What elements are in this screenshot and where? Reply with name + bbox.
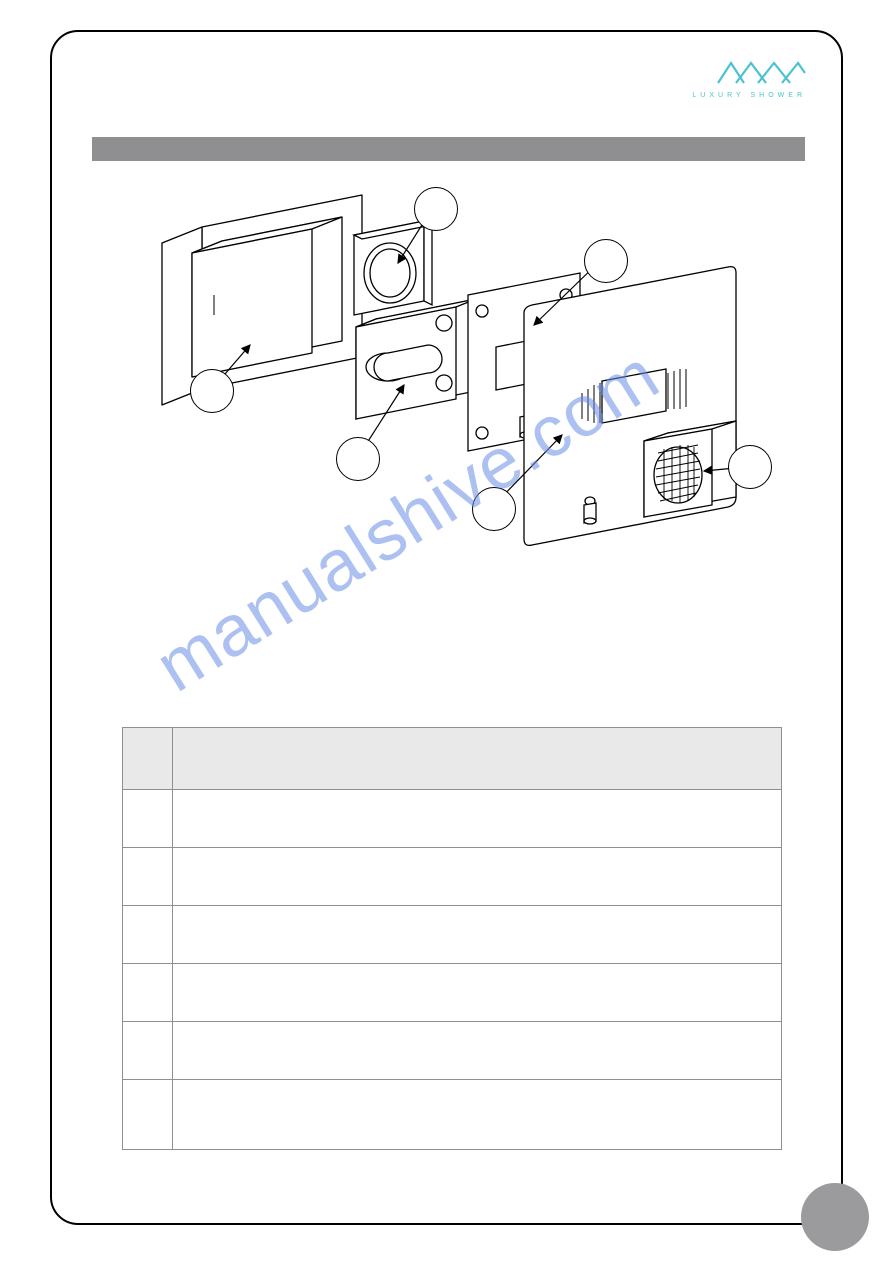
callout-4 [584, 239, 628, 283]
col-desc-header [173, 728, 782, 790]
logo-tagline: LUXURY SHOWER [692, 92, 806, 99]
logo-mark [692, 57, 806, 94]
table-header-row [123, 728, 782, 790]
parts-table [122, 727, 782, 1150]
callout-3 [336, 437, 380, 481]
part-fan [354, 221, 432, 315]
brand-logo: LUXURY SHOWER [692, 57, 806, 99]
callout-2 [414, 187, 458, 231]
table-row [123, 964, 782, 1022]
table-row [123, 1022, 782, 1080]
table-row [123, 906, 782, 964]
page-number-badge [801, 1183, 869, 1251]
table-row [123, 1080, 782, 1150]
callout-6 [728, 445, 772, 489]
table-row [123, 790, 782, 848]
col-num-header [123, 728, 173, 790]
callout-1 [190, 369, 234, 413]
table-row [123, 848, 782, 906]
part-wall-box [162, 195, 362, 405]
exploded-diagram [132, 177, 772, 637]
part-inner-box [356, 299, 476, 419]
page-frame: LUXURY SHOWER [50, 30, 843, 1225]
callout-5 [472, 487, 516, 531]
section-title-bar [92, 137, 805, 161]
